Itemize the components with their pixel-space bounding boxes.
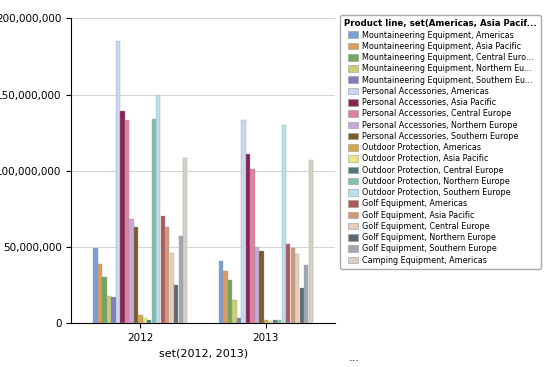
Bar	[282, 125, 286, 323]
Legend: Mountaineering Equipment, Americas, Mountaineering Equipment, Asia Pacific, Moun: Mountaineering Equipment, Americas, Moun…	[340, 15, 541, 269]
Bar	[138, 315, 143, 323]
Bar	[304, 265, 309, 323]
Bar	[309, 160, 313, 323]
Bar	[228, 280, 232, 323]
Bar	[170, 253, 174, 323]
Bar	[107, 295, 111, 323]
Bar	[134, 227, 138, 323]
Bar	[273, 320, 277, 323]
Bar	[237, 319, 241, 323]
Text: ...: ...	[349, 353, 360, 363]
Bar	[147, 320, 152, 323]
Bar	[259, 251, 264, 323]
Bar	[264, 320, 268, 323]
X-axis label: set(2012, 2013): set(2012, 2013)	[159, 348, 248, 358]
Bar	[130, 219, 133, 323]
Bar	[300, 288, 304, 323]
Bar	[246, 154, 250, 323]
Bar	[178, 236, 183, 323]
Bar	[93, 248, 98, 323]
Bar	[116, 41, 120, 323]
Bar	[255, 247, 259, 323]
Bar	[295, 254, 299, 323]
Bar	[277, 320, 282, 323]
Bar	[165, 227, 170, 323]
Bar	[290, 248, 295, 323]
Bar	[174, 285, 178, 323]
Bar	[161, 217, 165, 323]
Bar	[250, 169, 255, 323]
Bar	[268, 321, 272, 323]
Bar	[125, 120, 129, 323]
Bar	[219, 261, 223, 323]
Bar	[103, 277, 107, 323]
Bar	[143, 319, 147, 323]
Bar	[242, 120, 245, 323]
Bar	[183, 159, 187, 323]
Bar	[223, 271, 228, 323]
Bar	[286, 244, 290, 323]
Bar	[120, 111, 125, 323]
Bar	[152, 119, 156, 323]
Bar	[111, 297, 116, 323]
Bar	[98, 264, 102, 323]
Bar	[156, 95, 160, 323]
Bar	[232, 300, 237, 323]
